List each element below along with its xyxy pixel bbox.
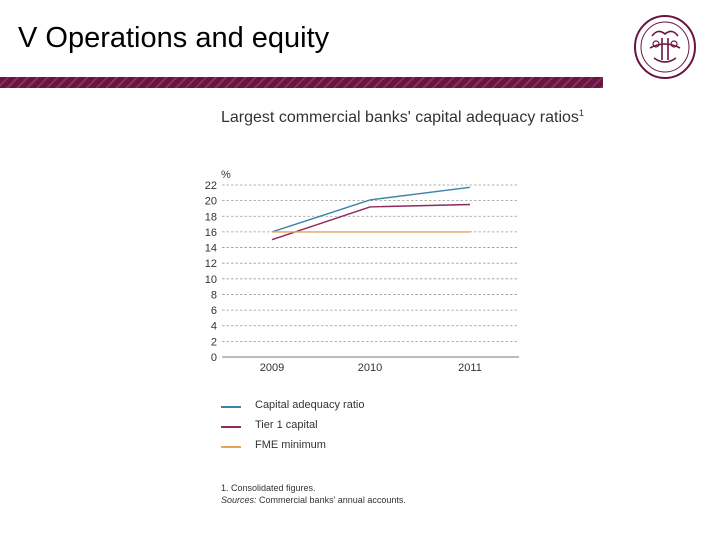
x-tick-label: 2010: [358, 362, 382, 374]
x-tick-label: 2011: [458, 362, 482, 374]
legend-swatch: [221, 446, 241, 448]
x-tick-label: 2009: [260, 362, 284, 374]
y-tick-label: 2: [211, 336, 217, 348]
y-tick-label: 14: [205, 243, 217, 255]
series-line-capital-adequacy-ratio: [271, 186, 471, 233]
institution-seal-logo: [634, 15, 696, 79]
slide-title: V Operations and equity: [18, 22, 330, 54]
footnote: 1. Consolidated figures.: [221, 483, 316, 493]
legend-label: Capital adequacy ratio: [255, 399, 365, 411]
y-tick-label: 16: [205, 227, 217, 239]
y-axis-unit-label: %: [221, 169, 231, 181]
header-banner: [0, 77, 603, 88]
y-tick-label: 10: [205, 274, 217, 286]
legend-label: FME minimum: [255, 439, 326, 451]
y-tick-label: 0: [211, 352, 217, 364]
y-tick-label: 20: [205, 196, 217, 208]
sources-text: Commercial banks' annual accounts.: [259, 495, 406, 505]
legend-label: Tier 1 capital: [255, 419, 318, 431]
chart-notes: 1. Consolidated figures. Sources: Commer…: [221, 482, 406, 506]
legend-swatch: [221, 406, 241, 408]
y-tick-label: 12: [205, 258, 217, 270]
chart-title-text: Largest commercial banks' capital adequa…: [221, 109, 579, 126]
series-line-tier-1-capital: [271, 203, 471, 241]
y-tick-label: 18: [205, 211, 217, 223]
chart-title-footnote-marker: 1: [578, 108, 584, 118]
legend-swatch: [221, 426, 241, 428]
y-tick-label: 6: [211, 305, 217, 317]
sources-line: Sources: Commercial banks' annual accoun…: [221, 494, 406, 506]
sources-label: Sources:: [221, 495, 257, 505]
y-tick-label: 4: [211, 321, 217, 333]
y-tick-label: 22: [205, 180, 217, 192]
y-tick-label: 8: [211, 289, 217, 301]
chart-title: Largest commercial banks' capital adequa…: [221, 103, 584, 128]
